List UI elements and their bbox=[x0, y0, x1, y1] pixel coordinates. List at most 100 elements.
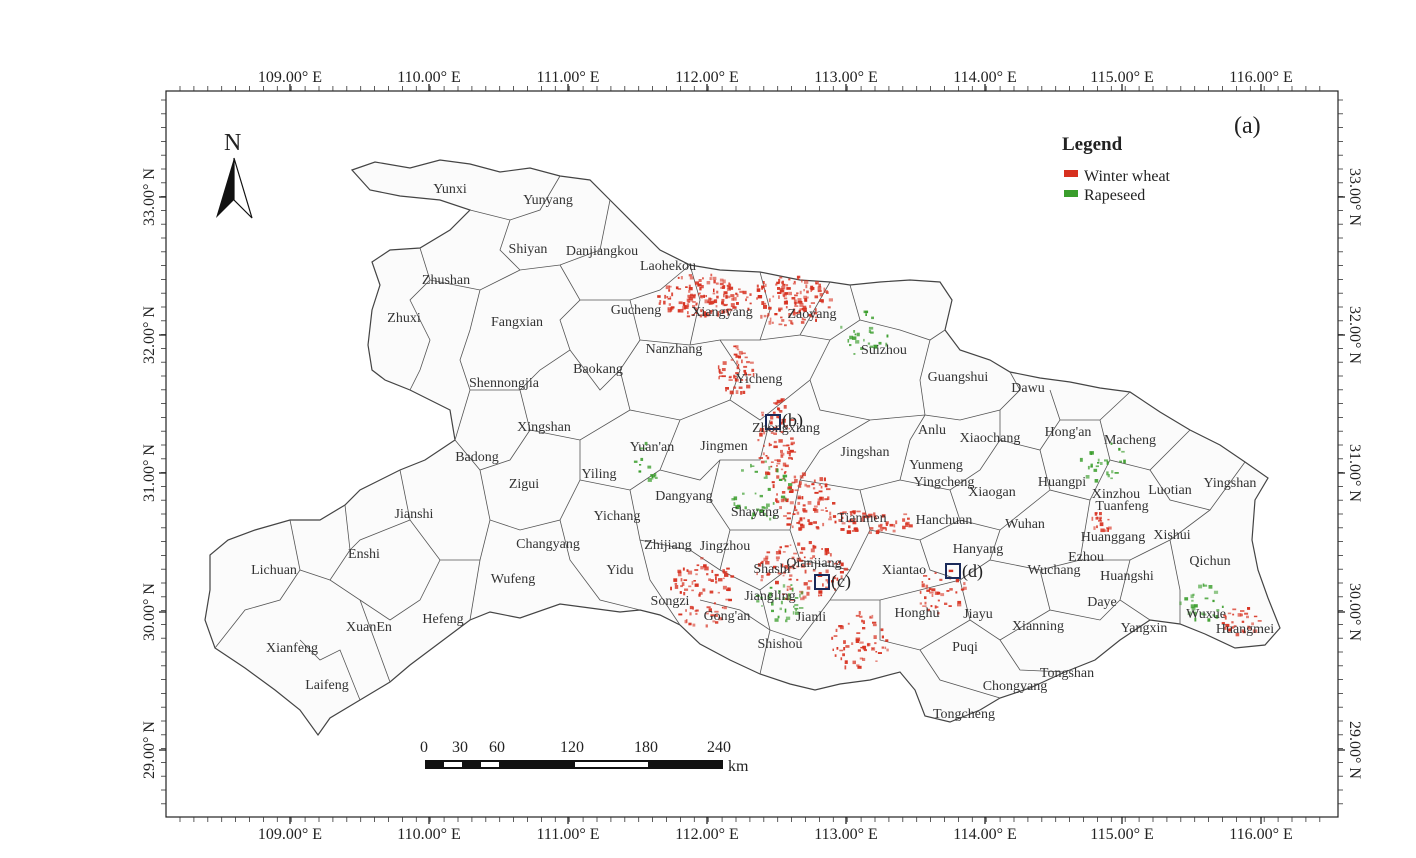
crop-patch bbox=[845, 645, 850, 648]
crop-patch bbox=[755, 594, 760, 597]
crop-patch bbox=[1114, 472, 1119, 474]
crop-patch bbox=[825, 569, 829, 574]
crop-patch bbox=[819, 293, 823, 297]
crop-patch bbox=[1110, 477, 1113, 480]
lat-tick-label-left: 31.00° N bbox=[141, 444, 158, 502]
crop-patch bbox=[766, 515, 768, 518]
crop-patch bbox=[757, 295, 763, 299]
crop-patch bbox=[778, 323, 783, 326]
crop-patch bbox=[1110, 442, 1113, 445]
crop-patch bbox=[1221, 605, 1224, 608]
crop-patch bbox=[786, 444, 790, 447]
crop-patch bbox=[775, 556, 780, 560]
crop-patch bbox=[712, 276, 717, 280]
crop-patch bbox=[765, 561, 770, 565]
crop-patch bbox=[791, 322, 794, 325]
crop-patch bbox=[768, 592, 772, 596]
crop-patch bbox=[801, 547, 806, 551]
crop-patch bbox=[760, 579, 763, 582]
county-label: Gucheng bbox=[611, 303, 662, 318]
crop-patch bbox=[721, 301, 724, 305]
crop-patch bbox=[832, 648, 834, 651]
crop-patch bbox=[780, 430, 784, 434]
crop-patch bbox=[824, 483, 828, 488]
scale-bar-base bbox=[425, 760, 723, 769]
crop-patch bbox=[1232, 613, 1235, 616]
crop-patch bbox=[692, 623, 696, 627]
crop-patch bbox=[779, 506, 782, 510]
crop-patch bbox=[788, 568, 791, 572]
scale-label: 180 bbox=[634, 739, 658, 756]
county-label: Yunyang bbox=[523, 193, 573, 208]
crop-patch bbox=[722, 361, 727, 365]
crop-patch bbox=[1190, 594, 1194, 599]
crop-patch bbox=[752, 373, 755, 377]
crop-patch bbox=[786, 588, 789, 591]
crop-patch bbox=[714, 610, 719, 613]
crop-patch bbox=[869, 615, 872, 618]
crop-patch bbox=[935, 606, 939, 608]
crop-patch bbox=[799, 290, 802, 295]
crop-patch bbox=[780, 452, 785, 456]
crop-patch bbox=[732, 306, 737, 309]
crop-patch bbox=[665, 285, 671, 290]
crop-patch bbox=[691, 580, 694, 585]
inset-box-d bbox=[945, 563, 961, 579]
crop-patch bbox=[874, 517, 877, 520]
crop-patch bbox=[1208, 585, 1213, 589]
county-label: Anlu bbox=[918, 423, 946, 438]
crop-patch bbox=[776, 475, 780, 479]
crop-patch bbox=[737, 504, 741, 507]
scale-bar-segment bbox=[481, 762, 499, 767]
crop-patch bbox=[708, 301, 713, 305]
crop-patch bbox=[804, 569, 807, 574]
crop-patch bbox=[701, 285, 704, 289]
crop-patch bbox=[773, 515, 776, 519]
crop-patch bbox=[677, 309, 681, 313]
crop-patch bbox=[860, 517, 865, 522]
crop-patch bbox=[963, 582, 966, 586]
crop-patch bbox=[706, 573, 709, 576]
crop-patch bbox=[825, 510, 828, 512]
crop-patch bbox=[868, 326, 874, 330]
crop-patch bbox=[856, 332, 860, 337]
crop-patch bbox=[1202, 583, 1205, 587]
crop-patch bbox=[746, 361, 750, 364]
crop-patch bbox=[960, 588, 965, 591]
crop-patch bbox=[1090, 463, 1093, 468]
crop-patch bbox=[878, 341, 882, 345]
county-label: Songzi bbox=[651, 594, 690, 609]
crop-patch bbox=[674, 582, 678, 585]
crop-patch bbox=[710, 297, 713, 301]
legend-swatch-rapeseed bbox=[1064, 190, 1078, 197]
crop-patch bbox=[639, 464, 642, 466]
crop-patch bbox=[776, 468, 779, 473]
crop-patch bbox=[687, 311, 689, 315]
crop-patch bbox=[784, 471, 787, 473]
crop-patch bbox=[786, 424, 788, 429]
crop-patch bbox=[892, 529, 896, 533]
crop-patch bbox=[688, 290, 691, 293]
county-label: Wufeng bbox=[491, 572, 536, 587]
crop-patch bbox=[759, 432, 763, 437]
crop-patch bbox=[868, 531, 872, 534]
crop-patch bbox=[1194, 611, 1197, 616]
crop-patch bbox=[789, 565, 792, 569]
crop-patch bbox=[1106, 461, 1109, 465]
crop-patch bbox=[895, 520, 898, 525]
crop-patch bbox=[792, 311, 796, 316]
crop-patch bbox=[728, 286, 734, 290]
crop-patch bbox=[1107, 528, 1109, 532]
crop-patch bbox=[804, 280, 809, 284]
crop-patch bbox=[1231, 621, 1234, 624]
crop-patch bbox=[1240, 610, 1245, 612]
crop-patch bbox=[710, 579, 714, 582]
crop-patch bbox=[905, 521, 910, 525]
crop-patch bbox=[1239, 613, 1243, 617]
crop-patch bbox=[871, 614, 874, 619]
crop-patch bbox=[1246, 615, 1249, 619]
crop-patch bbox=[840, 657, 843, 661]
crop-patch bbox=[828, 518, 832, 521]
crop-patch bbox=[773, 440, 777, 444]
crop-patch bbox=[902, 518, 906, 522]
